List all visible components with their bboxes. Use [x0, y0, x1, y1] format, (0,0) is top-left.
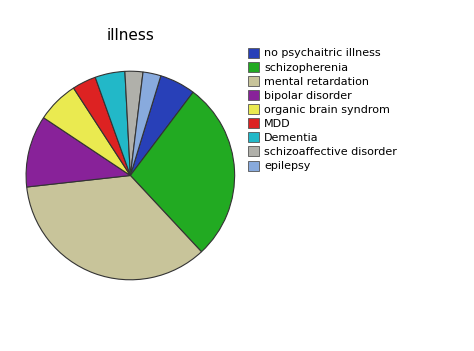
Wedge shape — [27, 176, 201, 280]
Wedge shape — [44, 88, 130, 176]
Wedge shape — [130, 72, 161, 176]
Legend: no psychaitric illness, schizopherenia, mental retardation, bipolar disorder, or: no psychaitric illness, schizopherenia, … — [246, 46, 400, 174]
Title: illness: illness — [106, 28, 155, 42]
Wedge shape — [26, 118, 130, 187]
Wedge shape — [125, 71, 143, 176]
Wedge shape — [130, 92, 235, 252]
Wedge shape — [130, 76, 193, 176]
Wedge shape — [95, 71, 130, 176]
Wedge shape — [73, 77, 130, 176]
